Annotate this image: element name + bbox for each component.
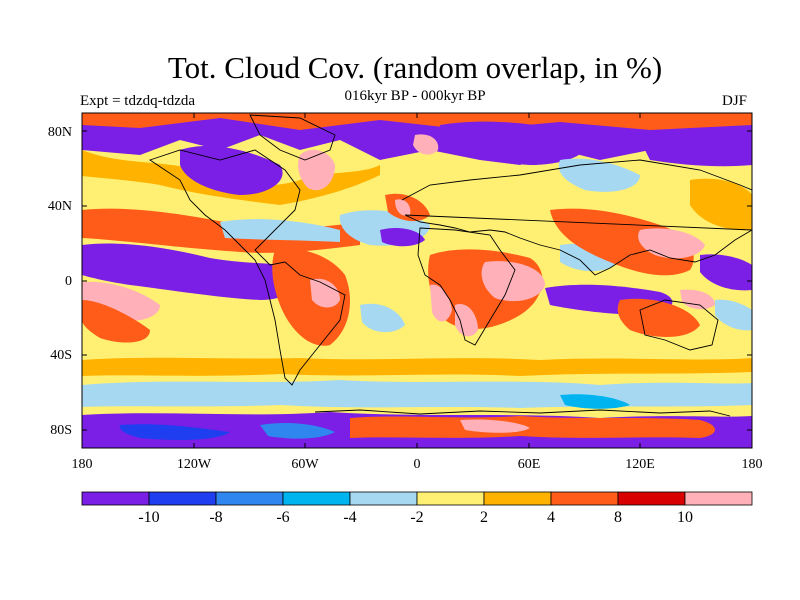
legend-swatch <box>550 491 619 506</box>
field-region <box>380 228 425 247</box>
lon-label: 0 <box>414 457 421 472</box>
legend-swatch <box>148 491 217 506</box>
lon-label: 60E <box>518 457 541 472</box>
field-region <box>220 219 340 242</box>
field-region <box>272 248 350 346</box>
legend-swatch <box>349 491 418 506</box>
lat-label: 0 <box>65 274 72 289</box>
map-field <box>82 113 752 448</box>
field-region <box>460 419 530 433</box>
field-region <box>617 298 700 337</box>
field-region <box>560 394 630 409</box>
lon-label: 120W <box>177 457 212 472</box>
lat-label: 40N <box>48 199 72 214</box>
map-title: Tot. Cloud Cov. (random overlap, in %) <box>167 50 663 85</box>
legend-label: -2 <box>410 509 423 526</box>
field-region <box>82 243 301 300</box>
field-region <box>82 208 360 253</box>
lon-label: 60W <box>291 457 319 472</box>
field-region <box>119 424 230 440</box>
legend-swatch <box>215 491 284 506</box>
field-region <box>715 299 752 331</box>
field-region <box>481 261 545 302</box>
field-region <box>413 134 439 155</box>
legend-label: 4 <box>547 509 555 526</box>
legend-swatch <box>416 491 485 506</box>
field-region <box>260 422 335 439</box>
legend-swatch <box>617 491 686 506</box>
field-region <box>298 149 335 191</box>
lon-label: 180 <box>72 457 93 472</box>
field-region <box>350 416 715 438</box>
field-region <box>82 380 752 408</box>
lat-label: 80N <box>48 125 72 140</box>
legend-label: 2 <box>480 509 488 526</box>
field-region <box>180 145 283 195</box>
legend-label: -10 <box>138 509 159 526</box>
field-region <box>82 300 150 343</box>
field-region <box>638 228 705 259</box>
map-subtitle: 016kyr BP - 000kyr BP <box>344 88 486 104</box>
legend-label: -4 <box>343 509 356 526</box>
field-region <box>440 121 587 165</box>
field-region <box>430 284 452 322</box>
field-region <box>700 254 752 291</box>
legend-swatch <box>81 491 150 506</box>
field-region <box>395 199 411 216</box>
legend-label: -8 <box>209 509 222 526</box>
field-region <box>640 138 752 167</box>
field-region <box>680 289 715 310</box>
field-region <box>550 208 694 276</box>
coastlines <box>148 114 752 417</box>
field-region <box>82 150 380 205</box>
legend-swatch <box>282 491 351 506</box>
legend-swatch <box>684 491 753 506</box>
legend-label: -6 <box>276 509 289 526</box>
field-region <box>82 357 752 376</box>
field-region <box>558 158 640 192</box>
lat-axis: 80N 40N 0 40S 80S <box>48 125 72 438</box>
field-region <box>310 278 340 308</box>
axis-ticks <box>81 113 753 448</box>
lon-axis: 180 120W 60W 0 60E 120E 180 <box>72 457 763 472</box>
color-legend: -10 -8 -6 -4 -2 2 4 8 10 <box>81 491 753 526</box>
field-region <box>690 178 752 231</box>
field-region <box>455 304 478 337</box>
legend-label: 10 <box>677 509 693 526</box>
lon-label: 120E <box>625 457 655 472</box>
season-label: DJF <box>722 93 748 109</box>
field-region <box>82 113 752 130</box>
field-region <box>360 303 405 333</box>
legend-swatch <box>483 491 552 506</box>
lat-label: 80S <box>50 423 72 438</box>
legend-label: 8 <box>614 509 622 526</box>
experiment-label: Expt = tdzdq-tdzda <box>80 93 196 109</box>
lat-label: 40S <box>50 348 72 363</box>
lon-label: 180 <box>742 457 763 472</box>
